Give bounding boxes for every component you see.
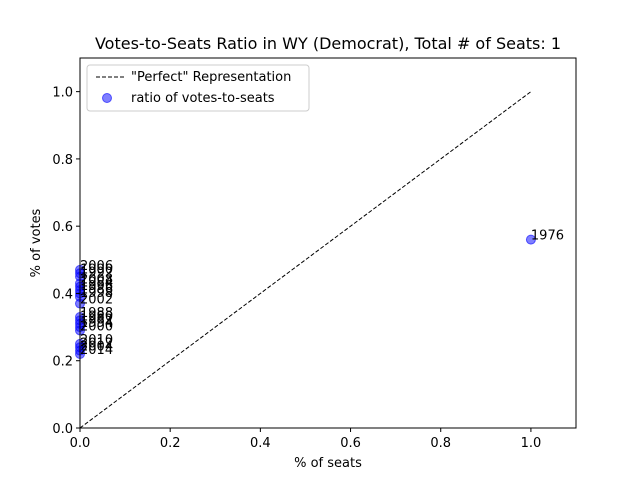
x-tick-label: 0.2 bbox=[160, 436, 181, 451]
data-point-label-2000: 2000 bbox=[80, 319, 113, 334]
data-point-label-1976: 1976 bbox=[531, 229, 564, 244]
data-point-label-1984: 1984 bbox=[80, 276, 113, 291]
legend-label-reference: "Perfect" Representation bbox=[131, 70, 291, 85]
legend-point-swatch bbox=[102, 93, 112, 103]
perfect-representation-line bbox=[80, 91, 532, 428]
y-tick-label: 0.8 bbox=[52, 153, 73, 168]
data-point-label-1990: 1990 bbox=[80, 262, 113, 277]
data-point-label-1994: 1994 bbox=[80, 316, 113, 331]
x-axis: 0.0 0.2 0.4 0.6 0.8 1.0 bbox=[70, 428, 542, 451]
legend-label-series: ratio of votes-to-seats bbox=[131, 91, 275, 106]
y-tick-label: 0.6 bbox=[52, 220, 73, 235]
x-tick-label: 0.0 bbox=[70, 436, 91, 451]
x-tick-label: 0.6 bbox=[340, 436, 361, 451]
legend-box bbox=[86, 64, 310, 112]
data-point-label-2002: 2002 bbox=[80, 293, 113, 308]
plot-frame bbox=[79, 57, 577, 429]
data-point-label-2006: 2006 bbox=[80, 259, 113, 274]
data-point-label-1992: 1992 bbox=[80, 266, 113, 281]
y-axis-title: % of votes bbox=[29, 208, 44, 277]
data-point-label-1998: 1998 bbox=[80, 286, 113, 301]
data-point-label-1986: 1986 bbox=[80, 282, 113, 297]
data-point-label-1988: 1988 bbox=[80, 306, 113, 321]
data-point-label-2014: 2014 bbox=[80, 343, 113, 358]
reference-line-layer bbox=[80, 91, 532, 428]
data-point-label-2004: 2004 bbox=[80, 340, 113, 355]
data-point-label-1982: 1982 bbox=[80, 313, 113, 328]
x-tick-label: 1.0 bbox=[521, 436, 542, 451]
x-tick-label: 0.4 bbox=[250, 436, 271, 451]
data-point-label-2008: 2008 bbox=[80, 272, 113, 287]
data-point-label-2012: 2012 bbox=[80, 336, 113, 351]
y-tick-label: 0.2 bbox=[52, 355, 73, 370]
data-point-label-1996: 1996 bbox=[80, 279, 113, 294]
x-tick-label: 0.8 bbox=[430, 436, 451, 451]
data-point-1976 bbox=[525, 234, 536, 245]
y-tick-label: 0.0 bbox=[52, 422, 73, 437]
chart-title: Votes-to-Seats Ratio in WY (Democrat), T… bbox=[95, 34, 561, 53]
x-axis-title: % of seats bbox=[294, 456, 362, 471]
data-point-label-1980: 1980 bbox=[80, 309, 113, 324]
points-layer: 1976 200619901992200819841996198619982002… bbox=[75, 229, 564, 359]
legend: "Perfect" Representation ratio of votes-… bbox=[86, 64, 310, 112]
y-tick-label: 0.4 bbox=[52, 287, 73, 302]
y-tick-label: 1.0 bbox=[52, 86, 73, 101]
data-point-label-2010: 2010 bbox=[80, 333, 113, 348]
y-axis: 0.0 0.2 0.4 0.6 0.8 1.0 bbox=[52, 86, 80, 437]
